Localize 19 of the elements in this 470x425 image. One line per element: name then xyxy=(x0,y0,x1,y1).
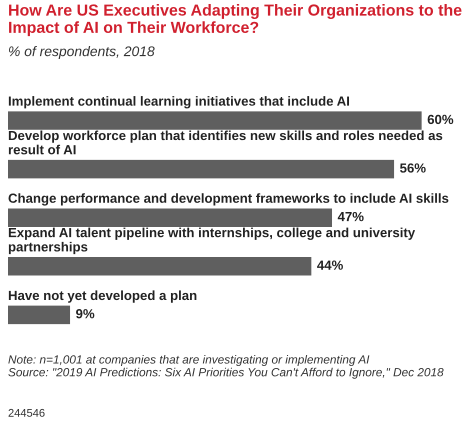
text: Note: n=1,001 at companies that are investigating or implementing AI Source: "2019 AI Predictions: Six AI Priorities You Can't Afford to Ignore," Dec 2018 xyxy=(8,355,444,379)
y-tick-label: Expand AI talent pipeline with internships, college and university partnerships xyxy=(8,228,416,254)
bar xyxy=(8,306,70,324)
y-tick-label: Have not yet developed a plan xyxy=(8,290,196,303)
data-label: 9% xyxy=(76,309,94,318)
bar xyxy=(8,111,422,130)
bar xyxy=(8,257,312,276)
y-tick-label: Implement continual learning initiatives that include AI xyxy=(8,96,349,108)
bar xyxy=(8,208,332,227)
bar xyxy=(8,160,394,178)
y-tick-label: Develop workforce plan that identifies new skills and roles needed as result of AI xyxy=(8,130,442,154)
chart-subtitle: % of respondents, 2018 xyxy=(8,46,155,59)
text: 244546 xyxy=(8,408,45,417)
data-label: 44% xyxy=(317,260,343,270)
data-label: 47% xyxy=(338,212,364,222)
chart-title: How Are US Executives Adapting Their Organizations to the Impact of AI on Their Workforce? xyxy=(9,4,462,36)
data-label: 56% xyxy=(400,163,426,173)
data-label: 60% xyxy=(428,114,454,124)
y-tick-label: Change performance and development frameworks to include AI skills xyxy=(8,193,448,206)
